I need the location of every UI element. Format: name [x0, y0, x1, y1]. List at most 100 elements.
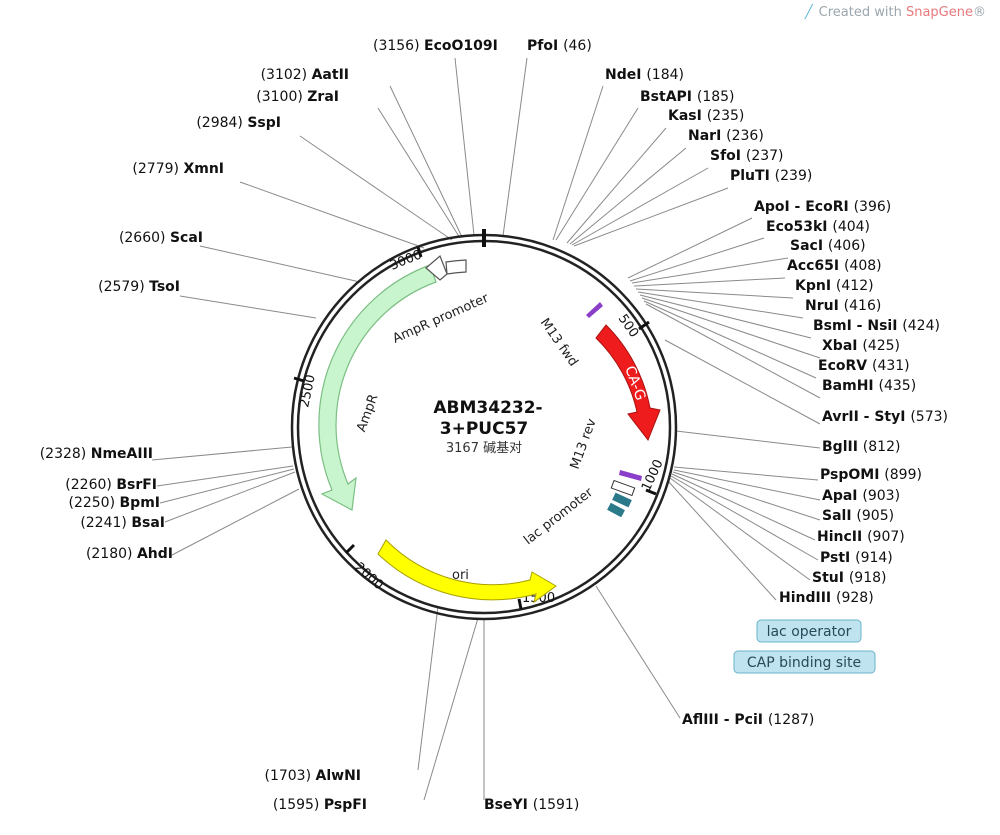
feature-label-ca-g: CA-G: [621, 364, 648, 403]
site-position: (2779): [132, 161, 183, 177]
site-label-afliii-pcii[interactable]: AflIII - PciI (1287): [682, 712, 814, 728]
ruler-tick-1500: [517, 598, 523, 610]
site-name: EcoRV: [818, 358, 872, 374]
feature-m13-rev[interactable]: [619, 470, 642, 481]
site-label-pspomi[interactable]: PspOMI (899): [820, 467, 922, 483]
site-label-sspi[interactable]: (2984) SspI: [196, 115, 281, 131]
leader-line-kasi: [566, 127, 667, 244]
site-label-ndei[interactable]: NdeI (184): [605, 67, 684, 83]
site-label-ecoo109i[interactable]: (3156) EcoO109I: [373, 38, 498, 54]
feature-m13-fwd[interactable]: [586, 302, 603, 318]
ruler-tick-2500: [293, 376, 305, 383]
site-label-apoi-ecori[interactable]: ApoI - EcoRI (396): [754, 199, 891, 215]
site-labels: (3156) EcoO109I PfoI (46) NdeI (184) (3102)…: [40, 38, 948, 813]
site-label-bseyi[interactable]: BseYI (1591): [484, 797, 579, 813]
leader-lines: [151, 57, 821, 801]
site-label-pluti[interactable]: PluTI (239): [730, 168, 812, 184]
site-position: (918): [849, 570, 887, 586]
site-name: SfoI: [710, 148, 746, 164]
site-position: (2579): [98, 279, 149, 295]
leader-line-apai: [673, 469, 821, 501]
site-name: PfoI: [527, 38, 563, 54]
site-label-hindiii[interactable]: HindIII (928): [779, 590, 874, 606]
center-length: 3167 碱基对: [446, 441, 522, 456]
origin-marker: [482, 229, 486, 247]
site-label-pspfi[interactable]: (1595) PspFI: [273, 797, 367, 813]
feature-ampr[interactable]: [318, 264, 437, 511]
site-name: AvrII - StyI: [822, 409, 910, 425]
site-label-eco53ki[interactable]: Eco53kI (404): [766, 219, 870, 235]
site-label-nari[interactable]: NarI (236): [688, 128, 764, 144]
site-name: BseYI: [484, 797, 533, 813]
site-label-bamhi[interactable]: BamHI (435): [822, 378, 916, 394]
site-label-xmni[interactable]: (2779) XmnI: [132, 161, 224, 177]
site-name: SalI: [822, 508, 856, 524]
leader-line-nrui: [637, 291, 804, 319]
site-label-saci[interactable]: SacI (406): [790, 238, 866, 254]
site-position: (2250): [68, 495, 119, 511]
site-name: KasI: [668, 108, 707, 124]
site-label-bglii[interactable]: BglII (812): [822, 439, 900, 455]
site-name: SspI: [247, 115, 281, 131]
site-label-sali[interactable]: SalI (905): [822, 508, 894, 524]
site-name: ZraI: [307, 89, 339, 105]
feature-ori[interactable]: [377, 539, 557, 604]
leader-line-acc65i: [633, 277, 786, 287]
feature-cap-binding-site[interactable]: [607, 502, 625, 518]
site-name: PspFI: [324, 797, 367, 813]
site-name: Acc65I: [787, 258, 844, 274]
site-name: BpmI: [120, 495, 161, 511]
site-label-bpmi[interactable]: (2250) BpmI: [68, 495, 160, 511]
site-label-aatii[interactable]: (3102) AatII: [261, 67, 349, 83]
site-label-hincii[interactable]: HincII (907): [817, 529, 905, 545]
site-name: KpnI: [795, 278, 836, 294]
tag-boxes: lac operator CAP binding site: [733, 619, 876, 674]
cap-binding-site-tag[interactable]: [733, 650, 876, 674]
site-label-xbai[interactable]: XbaI (425): [822, 338, 900, 354]
site-label-kpni[interactable]: KpnI (412): [795, 278, 874, 294]
site-label-bsrfi[interactable]: (2260) BsrFI: [65, 477, 157, 493]
site-label-bstapi[interactable]: BstAPI (185): [640, 89, 735, 105]
site-label-avrii-styi[interactable]: AvrII - StyI (573): [822, 409, 948, 425]
site-label-apai[interactable]: ApaI (903): [822, 488, 900, 504]
leader-line-xmni: [239, 181, 425, 249]
site-label-tsoi[interactable]: (2579) TsoI: [98, 279, 180, 295]
site-label-alwni[interactable]: (1703) AlwNI: [264, 768, 361, 784]
lac-operator-tag[interactable]: [756, 619, 862, 643]
site-position: (424): [902, 318, 940, 334]
site-label-ahdi[interactable]: (2180) AhdI: [86, 546, 173, 562]
site-label-nmeaiii[interactable]: (2328) NmeAIII: [40, 446, 153, 462]
feature-lac-operator[interactable]: [612, 492, 632, 508]
site-label-kasi[interactable]: KasI (235): [668, 108, 744, 124]
site-label-sfoi[interactable]: SfoI (237): [710, 148, 784, 164]
site-label-psti[interactable]: PstI (914): [820, 550, 893, 566]
site-name: PstI: [820, 550, 855, 566]
site-name: HincII: [817, 529, 867, 545]
ruler-tick-1000: [645, 488, 657, 496]
plasmid-backbone: [290, 229, 678, 621]
site-name: ApaI: [822, 488, 862, 504]
site-label-bsmi-nsii[interactable]: BsmI - NsiI (424): [813, 318, 940, 334]
site-label-nrui[interactable]: NruI (416): [805, 298, 881, 314]
leader-line-bstapi: [555, 107, 639, 241]
feature-label-m13-rev: M13 rev: [568, 416, 600, 471]
site-position: (2984): [196, 115, 247, 131]
leader-line-hindiii: [667, 480, 777, 601]
feature-lac-promoter[interactable]: [610, 479, 636, 497]
site-label-acc65i[interactable]: Acc65I (408): [787, 258, 882, 274]
leader-line-bpmi: [159, 468, 295, 504]
credit-suffix: ®: [973, 5, 986, 20]
site-label-pfoi[interactable]: PfoI (46): [527, 38, 592, 54]
site-label-bsai[interactable]: (2241) BsaI: [80, 515, 165, 531]
site-position: (2660): [119, 230, 170, 246]
feature-label-ori: ori: [452, 568, 469, 583]
site-name: Eco53kI: [766, 219, 832, 235]
site-name: NarI: [688, 128, 726, 144]
ruler-label-500: 500: [615, 312, 642, 341]
site-label-ecorv[interactable]: EcoRV (431): [818, 358, 910, 374]
site-label-scai[interactable]: (2660) ScaI: [119, 230, 203, 246]
site-label-stui[interactable]: StuI (918): [812, 570, 886, 586]
feature-ampr-promoter[interactable]: [425, 254, 467, 281]
feature-ca-g[interactable]: [595, 324, 661, 442]
site-label-zrai[interactable]: (3100) ZraI: [256, 89, 339, 105]
